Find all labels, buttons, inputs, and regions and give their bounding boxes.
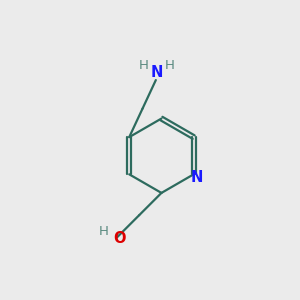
- Text: N: N: [151, 64, 164, 80]
- Text: H: H: [165, 59, 175, 72]
- Text: O: O: [113, 231, 126, 246]
- Text: N: N: [191, 170, 203, 185]
- Text: H: H: [139, 59, 149, 72]
- Text: H: H: [99, 225, 109, 238]
